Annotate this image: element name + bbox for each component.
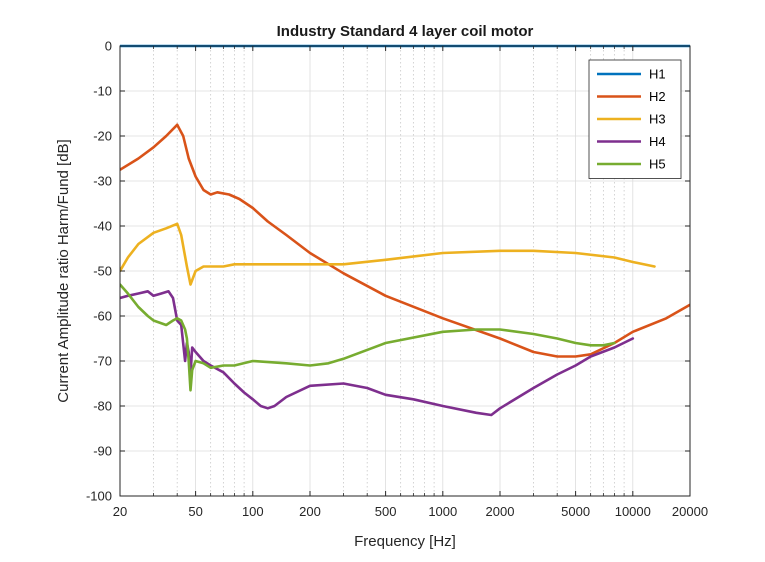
series-line-h2 [120,123,690,358]
x-tick-label: 1000 [428,504,457,519]
y-tick-label: -60 [93,309,112,324]
x-axis-label: Frequency [Hz] [354,533,456,550]
x-tick-label: 5000 [561,504,590,519]
chart-title: Industry Standard 4 layer coil motor [277,23,534,40]
x-tick-label: 50 [188,504,202,519]
y-axis-label: Current Amplitude ratio Harm/Fund [dB] [55,139,72,402]
x-tick-label: 10000 [615,504,651,519]
y-tick-label: -40 [93,219,112,234]
x-tick-label: 2000 [486,504,515,519]
x-tick-label: 200 [299,504,321,519]
x-tick-label: 100 [242,504,264,519]
y-tick-label: 0 [105,39,112,54]
y-tick-label: -30 [93,174,112,189]
legend-label-h3: H3 [649,112,666,127]
y-tick-label: -90 [93,444,112,459]
x-tick-label: 20 [113,504,127,519]
legend-label-h1: H1 [649,67,666,82]
y-tick-label: -50 [93,264,112,279]
series-line-h4 [120,289,635,417]
y-tick-label: -20 [93,129,112,144]
series-line-h3 [120,222,656,286]
legend-label-h4: H4 [649,134,666,149]
x-tick-label: 20000 [672,504,708,519]
series-line-h5 [120,283,616,392]
y-tick-label: -70 [93,354,112,369]
y-tick-label: -100 [86,489,112,504]
x-tick-label: 500 [375,504,397,519]
legend-label-h2: H2 [649,89,666,104]
x-axis-ticks: 20 50 100 200 500 1000 2000 5000 10000 20000 [113,46,708,519]
y-tick-label: -10 [93,84,112,99]
legend: H1 H2 H3 H4 H5 [588,59,682,179]
legend-label-h5: H5 [649,157,666,172]
y-axis-ticks: 0 -10 -20 -30 -40 -50 -60 -70 -80 -90 -100 [86,39,690,504]
y-tick-label: -80 [93,399,112,414]
